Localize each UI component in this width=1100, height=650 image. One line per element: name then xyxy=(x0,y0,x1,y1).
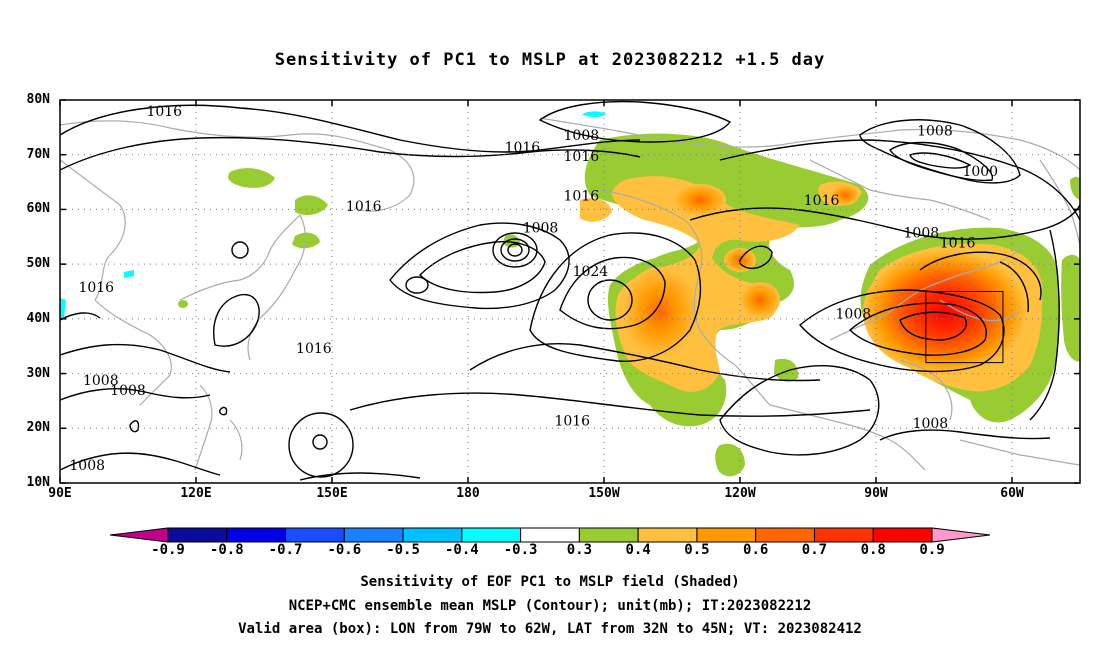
contour-label: 1008 xyxy=(564,128,600,144)
colorbar-swatch xyxy=(167,527,228,543)
lat-tick-label: 50N xyxy=(26,256,50,272)
lat-tick-label: 80N xyxy=(26,92,50,107)
contour-label: 1000 xyxy=(962,164,998,180)
colorbar-tick-label: 0.7 xyxy=(801,542,828,558)
contour-label: 1016 xyxy=(554,414,590,430)
contour-label: 1024 xyxy=(573,264,609,280)
colorbar-tick-label: 0.3 xyxy=(566,542,593,558)
contour-label: 1008 xyxy=(523,221,559,237)
colorbar-tick-label: -0.9 xyxy=(151,542,185,558)
colorbar-swatch xyxy=(226,527,287,543)
lon-tick-label: 60W xyxy=(1000,486,1024,501)
gridlines xyxy=(60,100,1080,483)
contour-label: 1016 xyxy=(940,235,976,251)
colorbar-tick-label: -0.3 xyxy=(503,542,538,558)
contour-label: 1016 xyxy=(564,188,600,204)
colorbar-tick-label: 0.8 xyxy=(860,542,886,558)
colorbar-tick-label: -0.5 xyxy=(386,542,420,558)
colorbar-tick-label: -0.6 xyxy=(327,542,362,558)
contour-label: 1008 xyxy=(836,306,872,322)
colorbar-tick-label: 0.9 xyxy=(919,542,945,558)
lat-tick-label: 10N xyxy=(26,475,50,490)
lon-tick-label: 120W xyxy=(724,486,756,501)
contour-label: 1008 xyxy=(913,416,949,432)
colorbar xyxy=(109,527,991,543)
figure-title: Sensitivity of PC1 to MSLP at 2023082212… xyxy=(274,50,826,70)
colorbar-swatch xyxy=(637,527,698,543)
contour-label: 1016 xyxy=(804,193,840,209)
colorbar-swatch xyxy=(813,527,874,543)
caption-line-3: Valid area (box): LON from 79W to 62W, L… xyxy=(238,621,862,637)
colorbar-tick-label: 0.5 xyxy=(684,542,710,558)
colorbar-tick-label: -0.7 xyxy=(268,542,303,558)
contour-label: 1008 xyxy=(917,124,953,140)
colorbar-swatch xyxy=(520,527,580,543)
lon-tick-label: 180 xyxy=(456,486,480,501)
lat-tick-label: 30N xyxy=(26,365,50,381)
lon-tick-label: 120E xyxy=(180,486,212,501)
lat-tick-label: 60N xyxy=(26,201,50,217)
contour-label: 1008 xyxy=(83,373,119,389)
caption-line-2: NCEP+CMC ensemble mean MSLP (Contour); u… xyxy=(288,598,812,614)
colorbar-swatch xyxy=(755,527,815,543)
axis-ticks xyxy=(59,99,1080,484)
colorbar-tick-label: -0.4 xyxy=(444,542,479,558)
contour-label: 1016 xyxy=(564,149,600,165)
plot-frame xyxy=(59,99,1081,484)
caption-line-1: Sensitivity of EOF PC1 to MSLP field (Sh… xyxy=(360,574,740,590)
colorbar-tick-label: -0.8 xyxy=(209,542,244,558)
colorbar-tick-label: 0.4 xyxy=(625,542,651,558)
contour-label: 1016 xyxy=(296,341,332,357)
contour-label: 1016 xyxy=(505,140,541,156)
lat-tick-label: 40N xyxy=(26,310,50,326)
colorbar-swatch xyxy=(343,527,404,543)
colorbar-swatch xyxy=(402,527,463,543)
colorbar-tick-label: 0.6 xyxy=(743,542,769,558)
lon-tick-label: 90W xyxy=(864,486,888,501)
colorbar-swatch xyxy=(696,527,757,543)
contour-label: 1016 xyxy=(78,280,114,296)
contour-label: 1008 xyxy=(110,383,146,399)
lon-tick-label: 90E xyxy=(48,486,72,501)
colorbar-swatch xyxy=(872,527,933,543)
contour-label: 1016 xyxy=(346,199,382,215)
colorbar-low-extension xyxy=(109,527,169,543)
valid-area-box xyxy=(925,291,1004,364)
colorbar-swatch xyxy=(578,527,639,543)
lon-tick-label: 150E xyxy=(316,486,348,501)
lon-tick-label: 150W xyxy=(588,486,620,501)
contour-label: 1008 xyxy=(69,458,105,474)
colorbar-swatch xyxy=(461,527,522,543)
lat-tick-label: 20N xyxy=(26,420,50,436)
contour-label: 1008 xyxy=(904,226,940,242)
colorbar-high-extension xyxy=(931,527,991,543)
mslp-contours xyxy=(60,100,1080,481)
contour-label: 1016 xyxy=(146,104,182,120)
lat-tick-label: 70N xyxy=(26,146,50,162)
contour-labels: 1016100810161016100810001016101610081016… xyxy=(69,104,998,474)
colorbar-swatch xyxy=(285,527,345,543)
